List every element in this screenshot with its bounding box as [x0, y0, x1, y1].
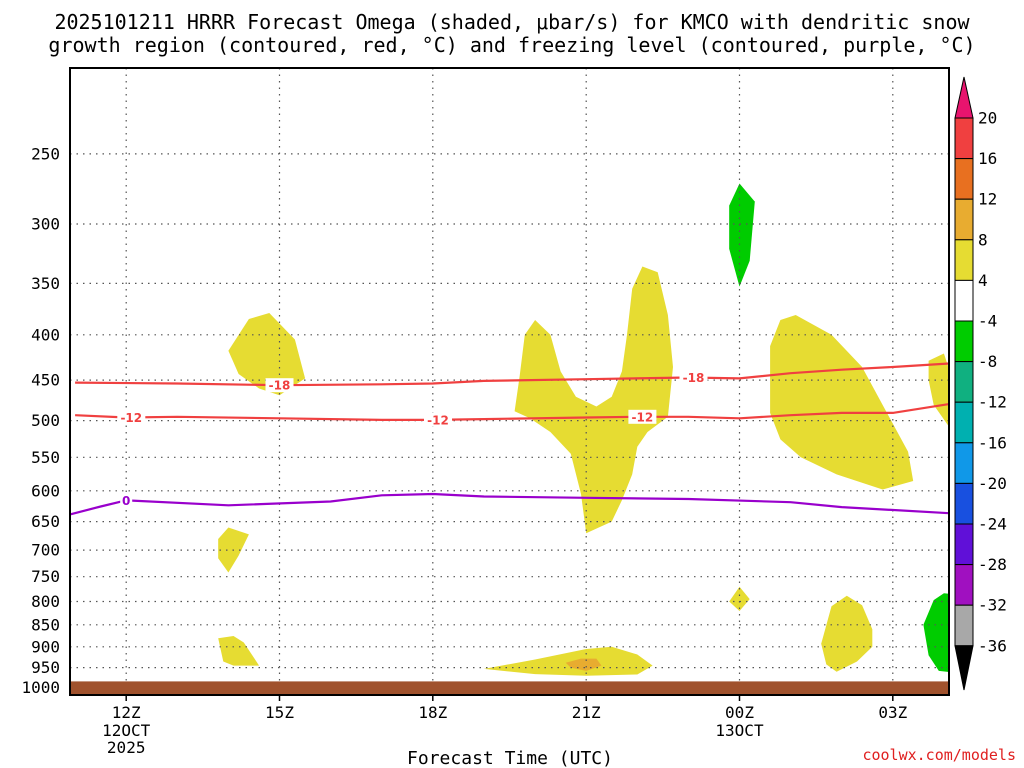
minus-12c-contour-label-bg-2: [628, 409, 657, 424]
colorbar-label-12: 12: [978, 190, 997, 209]
minus-12c-contour-label-0: -12: [120, 411, 142, 425]
y-tick-label-400: 400: [31, 325, 60, 344]
colorbar-swatch--4: [954, 279, 974, 322]
colorbar-swatch-8: [954, 198, 974, 241]
x-tick-date-00Z: 13OCT: [715, 721, 764, 740]
omega-pos4-i: [483, 646, 653, 676]
zero-c-freezing-contour: [69, 492, 950, 516]
y-tick-label-800: 800: [31, 592, 60, 611]
omega-colorbar: 20 16 12 8 4 -4 -8 -12 -16 -20 -24 -28 -32 -36: [954, 76, 1007, 691]
colorbar-swatch--12: [954, 361, 974, 403]
colorbar-label-20: 20: [978, 109, 997, 128]
colorbar-swatch-12: [954, 158, 974, 200]
y-tick-label-300: 300: [31, 215, 60, 234]
colorbar-label--32: -32: [978, 596, 1007, 615]
chart-title-line-2: growth region (contoured, red, °C) and f…: [48, 33, 975, 57]
colorbar-swatch--36: [954, 604, 974, 647]
omega-pos4-g: [821, 595, 873, 672]
colorbar-swatch-4: [954, 239, 974, 281]
y-tick-label-250: 250: [31, 144, 60, 163]
y-tick-label-750: 750: [31, 567, 60, 586]
colorbar-swatch--20: [954, 442, 974, 484]
colorbar-swatch--28: [954, 523, 974, 566]
colorbar-label--28: -28: [978, 555, 1007, 574]
colorbar-label-16: 16: [978, 149, 997, 168]
credit-text: coolwx.com/models: [862, 746, 1016, 764]
pressure-axis: 250 300 350 400 450 500 550 600 650 700 750 800 850 9…: [21, 144, 60, 697]
colorbar-bottom-arrow: [954, 645, 974, 691]
x-tick-label-15Z: 15Z: [265, 703, 294, 722]
colorbar-top-arrow: [954, 76, 974, 119]
minus-18c-contour-label-bg-1: [679, 370, 708, 385]
colorbar-label--4: -4: [978, 312, 997, 331]
colorbar-label--16: -16: [978, 433, 1007, 452]
minus-12c-contour-label-2: -12: [632, 410, 654, 424]
y-tick-label-1000: 1000: [21, 678, 60, 697]
colorbar-label-4: 4: [978, 271, 988, 290]
y-tick-label-450: 450: [31, 371, 60, 390]
omega-pos4-d: [928, 353, 949, 427]
y-tick-label-350: 350: [31, 274, 60, 293]
colorbar-label--8: -8: [978, 352, 997, 371]
colorbar-label--24: -24: [978, 515, 1007, 534]
colorbar-label-8: 8: [978, 230, 988, 249]
zero-c-freezing-contour-label-bg-0: [120, 493, 133, 508]
y-tick-label-500: 500: [31, 411, 60, 430]
x-tick-label-21Z: 21Z: [572, 703, 601, 722]
x-tick-label-03Z: 03Z: [878, 703, 907, 722]
colorbar-swatch-16: [954, 117, 974, 160]
minus-18c-contour-label-bg-0: [265, 378, 294, 393]
colorbar-swatch--32: [954, 564, 974, 606]
omega-pos4-b: [514, 266, 673, 534]
omega-neg4-b: [923, 593, 949, 673]
minus-12c-contour: [75, 403, 950, 421]
minus-12c-contour-label-1: -12: [427, 413, 449, 427]
omega-pos4-c: [770, 315, 914, 490]
chart-title-line-1: 2025101211 HRRR Forecast Omega (shaded, …: [54, 10, 970, 34]
minus-12c-contour-label-bg-0: [117, 410, 146, 425]
omega-pos8-a: [565, 658, 602, 671]
omega-neg4-a: [729, 183, 755, 287]
y-tick-label-650: 650: [31, 512, 60, 531]
omega-pos4-f: [729, 586, 750, 611]
y-tick-label-900: 900: [31, 637, 60, 656]
y-tick-label-600: 600: [31, 481, 60, 500]
omega-shaded-regions: [218, 183, 949, 676]
omega-pos4-h: [218, 636, 260, 666]
colorbar-swatch--24: [954, 482, 974, 525]
x-tick-label-12Z: 12Z: [112, 703, 141, 722]
y-tick-label-550: 550: [31, 448, 60, 467]
ground-below-surface: [70, 681, 949, 695]
pressure-grid: [70, 68, 949, 682]
colorbar-label--36: -36: [978, 636, 1007, 655]
colorbar-swatch--8: [954, 320, 974, 363]
colorbar-label--20: -20: [978, 474, 1007, 493]
omega-pos4-a: [228, 313, 306, 396]
y-tick-label-700: 700: [31, 541, 60, 560]
y-tick-label-950: 950: [31, 658, 60, 677]
y-tick-label-850: 850: [31, 615, 60, 634]
x-tick-label-00Z: 00Z: [725, 703, 754, 722]
colorbar-swatch--16: [954, 401, 974, 444]
minus-12c-contour-label-bg-1: [424, 412, 452, 427]
minus-18c-contour-label-1: -18: [683, 371, 705, 385]
x-axis-title: Forecast Time (UTC): [407, 748, 613, 768]
minus-18c-contour-label-0: -18: [269, 379, 291, 393]
x-tick-label-18Z: 18Z: [418, 703, 447, 722]
temperature-contours: -18 -18 -12 -12 -12 0: [69, 362, 950, 516]
x-tick-date-12Z: 12OCT: [102, 721, 151, 740]
colorbar-label--12: -12: [978, 393, 1007, 412]
plot-frame: [69, 67, 950, 696]
x-tick-year-12Z: 2025: [107, 738, 146, 757]
zero-c-freezing-contour-label-0: 0: [122, 494, 130, 508]
